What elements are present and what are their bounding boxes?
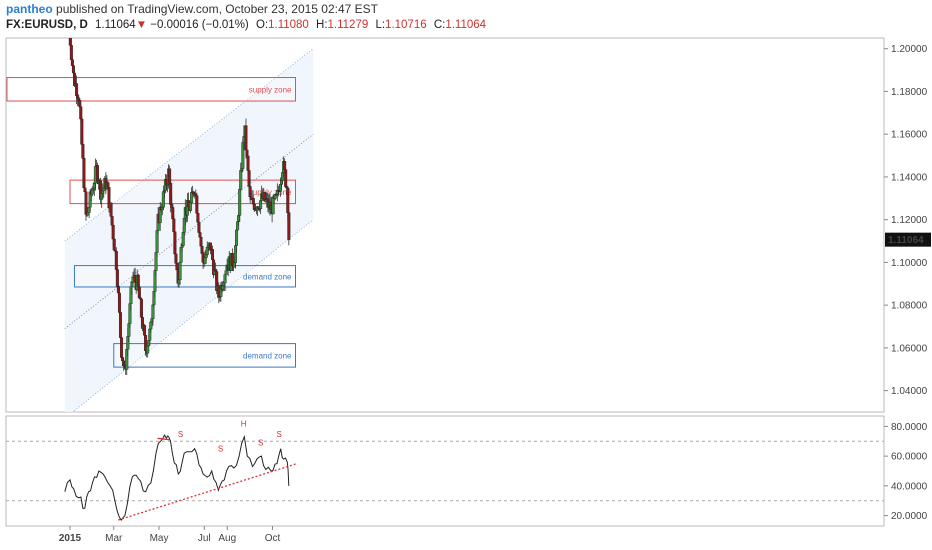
candles[interactable] bbox=[68, 25, 291, 376]
candle-body[interactable] bbox=[235, 229, 239, 246]
head-shoulders-label: H bbox=[241, 419, 247, 428]
rsi-tick-label: 40.0000 bbox=[891, 481, 928, 492]
channel-upper-line bbox=[64, 48, 314, 242]
price-tick-label: 1.14000 bbox=[891, 172, 928, 183]
close-value: 1.11064 bbox=[445, 19, 487, 31]
candle-body[interactable] bbox=[112, 238, 116, 251]
price-tick-label: 1.08000 bbox=[891, 301, 928, 312]
candle-body[interactable] bbox=[238, 189, 242, 216]
rsi-plot-area[interactable]: S S H S S bbox=[6, 419, 884, 521]
candle-body[interactable] bbox=[102, 187, 106, 192]
rsi-tick-label: 60.0000 bbox=[891, 452, 928, 463]
candle-body[interactable] bbox=[109, 202, 113, 217]
price-tick-label: 1.06000 bbox=[891, 343, 928, 354]
symbol-label: FX:EURUSD, D bbox=[6, 19, 88, 31]
candle-body[interactable] bbox=[244, 125, 248, 151]
high-value: 1.11279 bbox=[327, 19, 369, 31]
price-tick-label: 1.10000 bbox=[891, 258, 928, 269]
time-tick-label: Aug bbox=[218, 533, 236, 544]
rsi-line[interactable] bbox=[64, 434, 290, 521]
candle-body[interactable] bbox=[82, 157, 86, 188]
price-tick-label: 1.12000 bbox=[891, 215, 928, 226]
symbol-info-line: FX:EURUSD, D 1.11064▼ −0.00016 (−0.01%) … bbox=[6, 19, 486, 31]
head-shoulders-label: S bbox=[218, 445, 223, 454]
demand-zone-box[interactable] bbox=[73, 265, 297, 288]
time-tick-label: May bbox=[150, 533, 169, 544]
open-label: O: bbox=[255, 19, 269, 31]
time-tick-label: Oct bbox=[265, 533, 281, 544]
demand-zone-label: demand zone bbox=[243, 351, 292, 360]
low-value: 1.10716 bbox=[385, 19, 427, 31]
high-label: H: bbox=[316, 19, 328, 31]
price-plot-area[interactable]: supply zone supply zone demand zone demand … bbox=[6, 25, 314, 419]
published-by-line: pantheo published on TradingView.com, Oc… bbox=[6, 2, 378, 16]
time-tick-label: Mar bbox=[105, 533, 123, 544]
author-name[interactable]: pantheo bbox=[6, 2, 53, 16]
candle-body[interactable] bbox=[239, 170, 243, 190]
price-tick-label: 1.16000 bbox=[891, 130, 928, 141]
last-price: 1.11064 bbox=[94, 19, 136, 31]
rsi-trendline-solid[interactable] bbox=[157, 437, 170, 441]
head-shoulders-label: S bbox=[277, 430, 282, 439]
published-text: published on TradingView.com, October 23… bbox=[56, 2, 378, 16]
candle-body[interactable] bbox=[68, 29, 71, 30]
candle-body[interactable] bbox=[111, 224, 115, 240]
supply-zone-label: supply zone bbox=[249, 188, 292, 197]
candle-body[interactable] bbox=[117, 292, 121, 313]
candle-body[interactable] bbox=[146, 345, 150, 354]
last-price-tag bbox=[885, 232, 931, 247]
price-tick-label: 1.04000 bbox=[891, 386, 928, 397]
close-label: C: bbox=[433, 19, 446, 31]
candle-body[interactable] bbox=[178, 261, 182, 281]
down-arrow-icon: ▼ bbox=[135, 19, 148, 31]
candle-body[interactable] bbox=[284, 169, 288, 187]
candle-body[interactable] bbox=[120, 337, 124, 358]
price-tick-label: 1.18000 bbox=[891, 87, 928, 98]
rsi-pane[interactable]: S S H S S bbox=[5, 415, 885, 527]
low-label: L: bbox=[375, 19, 386, 31]
demand-zone-label: demand zone bbox=[243, 272, 292, 281]
candle-body[interactable] bbox=[118, 312, 122, 338]
channel-lower-line bbox=[72, 219, 314, 412]
candle-body[interactable] bbox=[149, 321, 153, 330]
candle-body[interactable] bbox=[287, 212, 291, 240]
head-shoulders-label: S bbox=[258, 439, 263, 448]
candle-body[interactable] bbox=[84, 191, 88, 215]
rsi-pane-frame bbox=[5, 415, 885, 527]
head-shoulders-label: S bbox=[178, 430, 183, 439]
time-tick-label: 2015 bbox=[59, 533, 82, 544]
demand-zone-box[interactable] bbox=[113, 343, 297, 368]
candle-body[interactable] bbox=[80, 118, 84, 145]
candle-body[interactable] bbox=[283, 161, 287, 170]
supply-zone-label: supply zone bbox=[249, 85, 292, 94]
last-price-tag-label: 1.11064 bbox=[888, 235, 924, 246]
candle-body[interactable] bbox=[195, 195, 199, 214]
time-tick-label: Jul bbox=[198, 533, 211, 544]
channel-fill bbox=[64, 48, 314, 412]
axes: 1.20000 1.18000 1.16000 1.14000 1.12000 1.100… bbox=[59, 44, 931, 544]
candle-body[interactable] bbox=[286, 187, 290, 213]
supply-zone-box[interactable] bbox=[6, 77, 297, 102]
candle-body[interactable] bbox=[106, 182, 110, 188]
candle-body[interactable] bbox=[172, 218, 176, 233]
open-value: 1.11080 bbox=[268, 19, 309, 31]
price-change: −0.00016 (−0.01%) bbox=[150, 19, 249, 31]
rsi-trendline-dotted[interactable] bbox=[118, 462, 298, 521]
rsi-tick-label: 80.0000 bbox=[891, 422, 928, 433]
price-tick-label: 1.20000 bbox=[891, 44, 928, 55]
candle-body[interactable] bbox=[70, 59, 74, 66]
price-pane[interactable]: supply zone supply zone demand zone demand … bbox=[5, 25, 885, 419]
rsi-tick-label: 20.0000 bbox=[891, 511, 928, 522]
